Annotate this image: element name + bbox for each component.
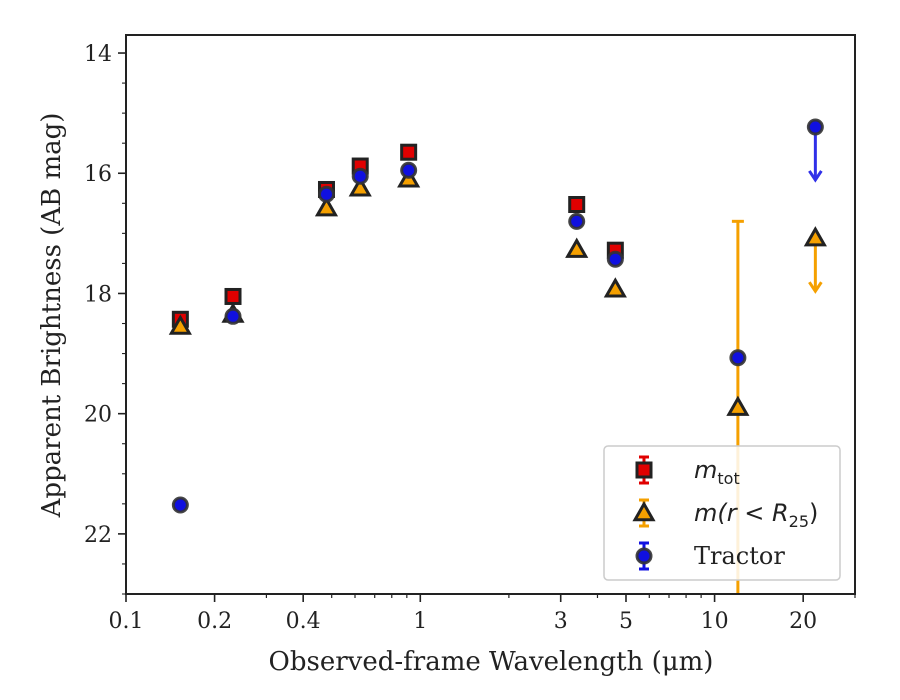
legend-marker-circle	[635, 547, 653, 565]
legend-box	[603, 445, 841, 581]
data-point-circle	[317, 185, 335, 203]
legend-marker-triangle	[632, 500, 656, 522]
upper-limit-arrow	[808, 126, 823, 183]
upper-limit-head	[808, 281, 823, 294]
series-triangle	[168, 167, 827, 416]
data-point-circle	[351, 167, 369, 185]
data-point-circle	[729, 349, 747, 367]
data-point-circle	[400, 161, 418, 179]
plot-area	[168, 118, 827, 594]
data-point-triangle	[565, 237, 589, 258]
y-tick-label: 14	[84, 42, 112, 67]
x-tick-label: 0.4	[286, 609, 321, 634]
x-tick-label: 1	[413, 609, 427, 634]
data-point-circle	[171, 496, 189, 514]
x-tick-label: 20	[789, 609, 817, 634]
data-point-triangle	[168, 314, 192, 335]
data-point-triangle	[603, 277, 627, 298]
series-circle	[171, 118, 824, 514]
data-point-triangle	[314, 196, 339, 217]
y-axis-label: Apparent Brightness (AB mag)	[37, 113, 67, 519]
y-tick-label: 16	[84, 162, 112, 187]
data-point-triangle	[348, 176, 372, 197]
data-point-circle	[224, 307, 242, 325]
data-point-circle	[606, 250, 624, 268]
x-tick-label: 10	[701, 609, 729, 634]
data-point-triangle	[726, 395, 750, 416]
upper-limit-head	[808, 170, 823, 183]
series-square	[171, 143, 624, 328]
x-axis-label: Observed-frame Wavelength (μm)	[269, 647, 714, 677]
data-point-circle	[806, 118, 824, 136]
x-tick-label: 0.1	[109, 609, 144, 634]
data-point-circle	[568, 212, 586, 230]
data-point-square	[224, 287, 242, 305]
y-tick-label: 18	[84, 282, 112, 307]
upper-limit-arrow	[808, 238, 823, 294]
y-tick-label: 20	[84, 403, 112, 428]
data-point-square	[568, 196, 586, 214]
plot-frame	[125, 34, 856, 595]
axes: 0.1 0.2 0.4 1 3 5 10 20 14 16 18 20 22	[84, 34, 856, 634]
legend-marker-square	[635, 461, 653, 479]
x-tick-label: 0.2	[197, 609, 232, 634]
y-tick-label: 22	[84, 523, 112, 548]
legend-label: m(r < R25)	[694, 499, 818, 531]
legend-label: Tractor	[694, 542, 785, 570]
x-tick-label: 3	[554, 609, 568, 634]
data-point-triangle	[803, 226, 827, 247]
x-tick-label: 5	[619, 609, 633, 634]
data-point-square	[400, 143, 418, 161]
